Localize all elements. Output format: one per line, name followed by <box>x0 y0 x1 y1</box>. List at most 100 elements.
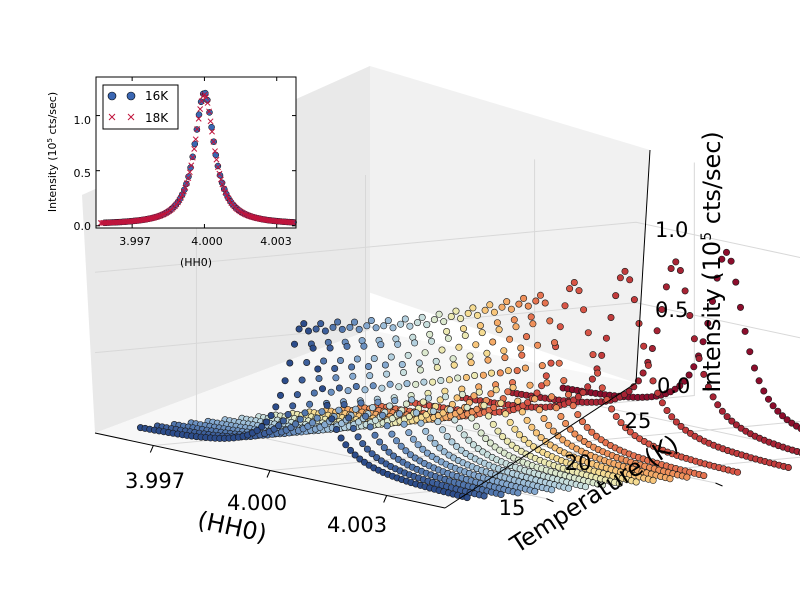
data-point <box>575 287 583 295</box>
data-point <box>461 331 469 339</box>
inset-point-18K <box>217 176 224 183</box>
data-point <box>466 352 474 360</box>
data-point <box>270 425 278 433</box>
data-point <box>514 489 522 497</box>
data-point <box>569 402 577 410</box>
data-point <box>504 388 512 396</box>
data-point <box>451 416 459 424</box>
data-point <box>350 318 358 326</box>
data-point <box>332 425 340 433</box>
data-point <box>275 422 283 430</box>
inset-point-18K <box>195 115 202 122</box>
legend-marker-16k-a <box>107 91 117 101</box>
inset-point-18K <box>185 175 192 182</box>
data-point <box>342 441 350 449</box>
data-point <box>490 403 498 411</box>
inset-point-18K <box>213 156 220 163</box>
data-point <box>584 329 592 337</box>
inset-point-18K <box>191 145 198 152</box>
y-axis-line <box>444 382 637 509</box>
data-point <box>548 486 556 494</box>
data-point <box>397 320 405 328</box>
data-point <box>422 411 430 419</box>
data-point <box>366 423 374 431</box>
data-point <box>511 425 519 433</box>
data-point <box>321 327 329 335</box>
inset-point-18K <box>194 126 201 133</box>
data-point <box>476 322 484 330</box>
data-point <box>481 306 489 314</box>
data-point <box>441 393 449 401</box>
data-point <box>364 362 372 370</box>
data-point <box>620 391 628 399</box>
data-point <box>472 422 480 430</box>
data-point <box>343 342 351 350</box>
data-point <box>571 430 579 438</box>
data-point <box>363 445 371 453</box>
data-point <box>487 390 495 398</box>
data-point <box>632 478 640 486</box>
series-19.5K <box>356 294 691 481</box>
inset-point-18K <box>180 188 187 195</box>
data-point <box>360 342 368 350</box>
data-point <box>298 376 306 384</box>
data-point <box>310 389 318 397</box>
data-point <box>574 411 582 419</box>
data-point <box>354 433 362 441</box>
data-point <box>513 367 521 375</box>
data-point <box>550 339 558 347</box>
data-point <box>455 343 463 351</box>
data-point <box>533 389 541 397</box>
data-point <box>594 369 602 377</box>
data-point <box>546 317 554 325</box>
data-point <box>473 311 481 319</box>
data-point <box>736 303 744 311</box>
data-point <box>723 413 731 421</box>
data-point <box>728 417 736 425</box>
data-point <box>621 267 629 275</box>
data-point <box>436 396 444 404</box>
data-point <box>419 398 427 406</box>
data-point <box>258 423 266 431</box>
data-point <box>588 375 596 383</box>
data-point <box>522 333 530 341</box>
data-point <box>486 301 494 309</box>
data-point <box>477 429 485 437</box>
inset-y-tick-label-3: 1.0 <box>74 114 92 127</box>
data-point <box>566 285 574 293</box>
data-point <box>276 391 284 399</box>
data-point <box>304 327 312 335</box>
data-point <box>506 418 514 426</box>
data-point <box>686 311 694 319</box>
data-point <box>267 411 275 419</box>
data-point <box>381 361 389 369</box>
data-point <box>536 291 544 299</box>
data-point <box>367 316 375 324</box>
series-3d <box>137 248 800 502</box>
data-point <box>676 382 684 390</box>
x-tick-label-1: 3.997 <box>125 469 185 493</box>
data-point <box>378 411 386 419</box>
data-point <box>545 421 553 429</box>
inset-point-18K <box>290 219 297 226</box>
data-point <box>433 363 441 371</box>
z-tick-label-2: 0.5 <box>655 298 688 322</box>
data-point <box>732 278 740 286</box>
data-point <box>680 377 688 385</box>
data-point <box>528 423 536 431</box>
x-tick <box>266 470 271 478</box>
data-point <box>303 358 311 366</box>
data-point <box>338 325 346 333</box>
data-point <box>658 399 666 407</box>
data-point <box>639 369 647 377</box>
legend-marker-16k-b <box>126 91 136 101</box>
data-point <box>534 341 542 349</box>
data-point <box>450 361 458 369</box>
data-point <box>484 356 492 364</box>
data-point <box>538 382 546 390</box>
data-point <box>532 429 540 437</box>
data-point <box>437 376 445 384</box>
inset-ticks <box>96 77 296 228</box>
data-point <box>363 322 371 330</box>
data-point <box>361 386 369 394</box>
